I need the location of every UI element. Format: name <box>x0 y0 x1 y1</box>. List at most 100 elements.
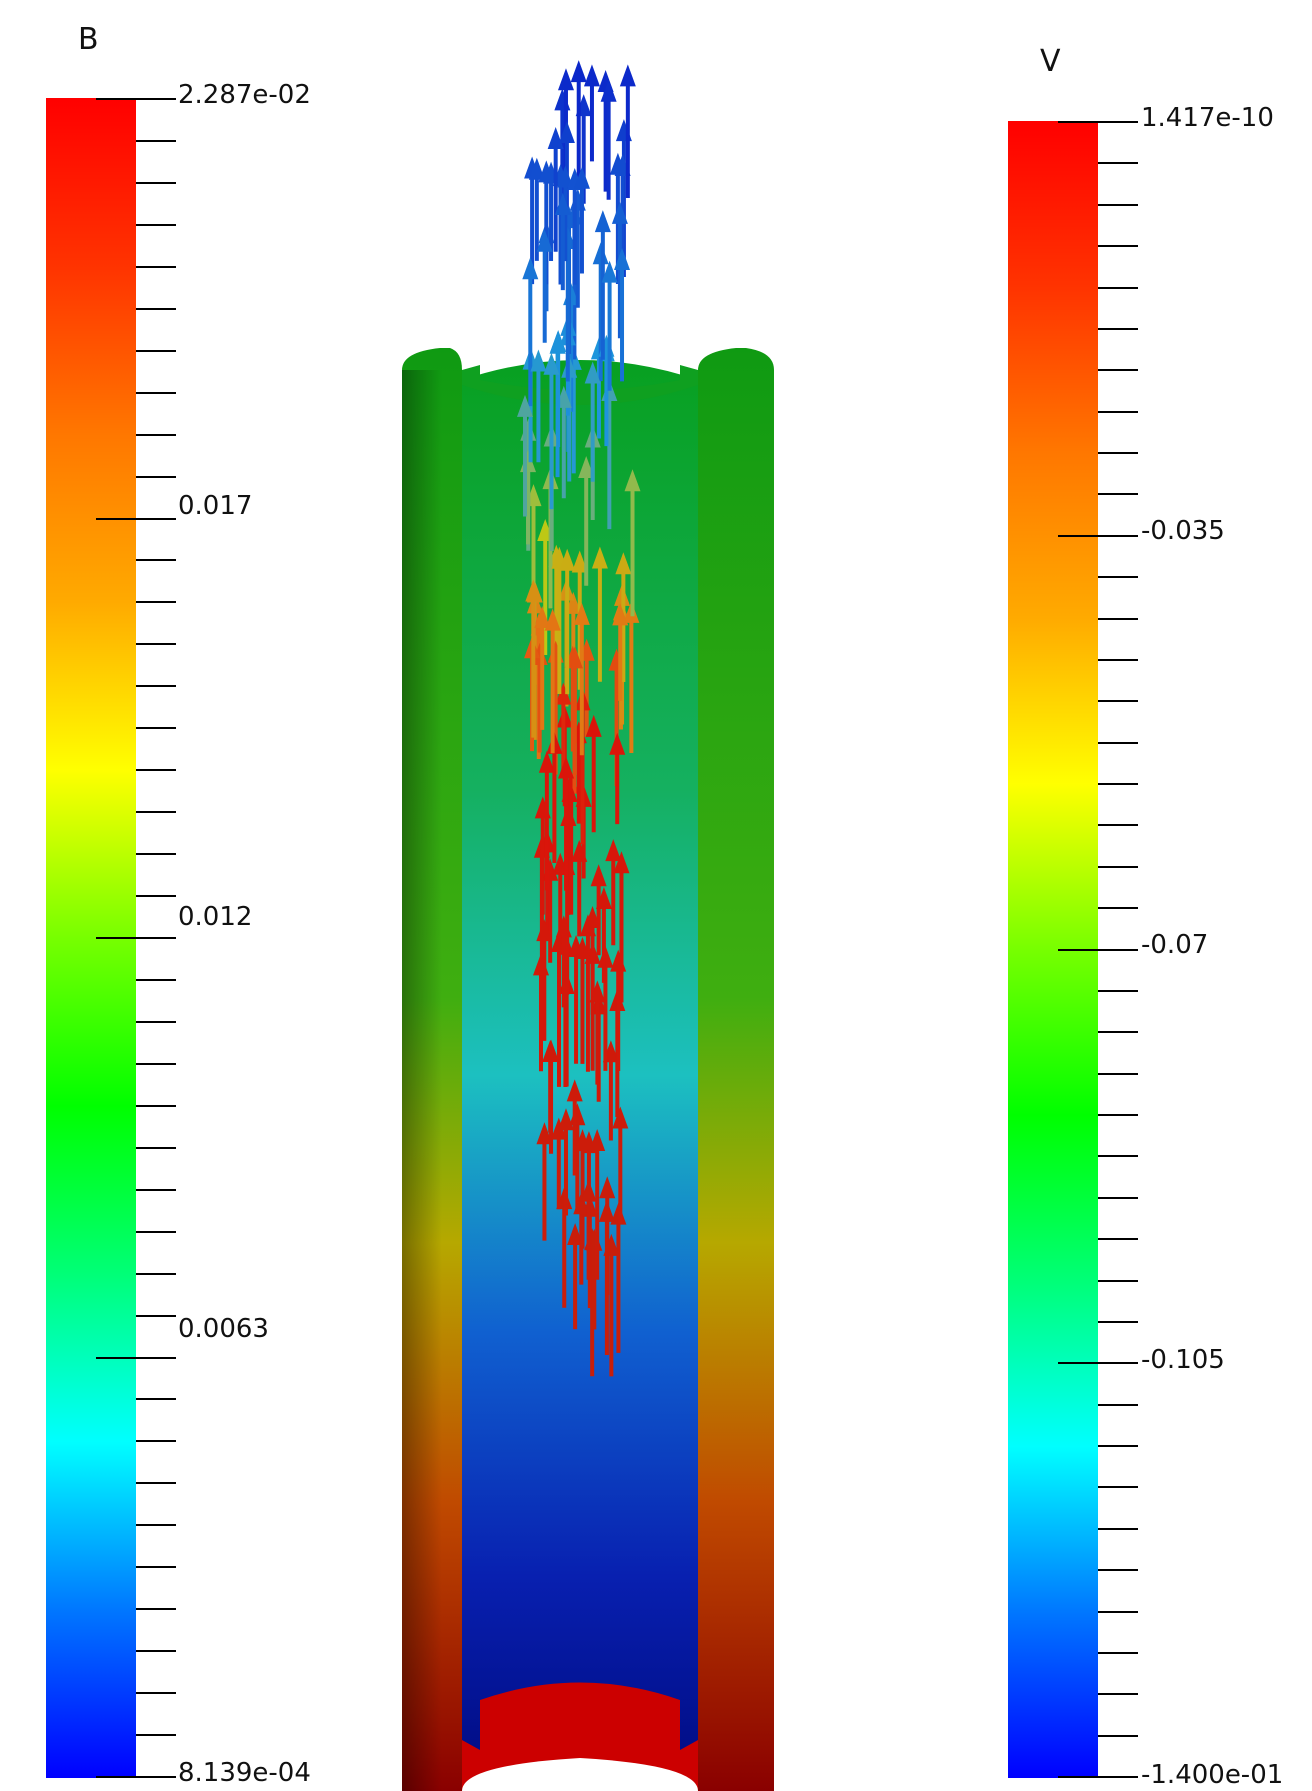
vector-arrow-head <box>525 579 542 602</box>
legend-b-min-label: 8.139e-04 <box>178 1758 311 1788</box>
legend-tick <box>136 853 176 856</box>
legend-tick <box>1098 452 1138 454</box>
legend-tick <box>136 1314 176 1317</box>
legend-tick <box>1098 1734 1138 1737</box>
legend-tick <box>136 433 176 436</box>
vector-arrow-head <box>612 603 629 626</box>
legend-tick <box>96 1356 176 1359</box>
legend-tick <box>1098 1569 1138 1572</box>
legend-tick <box>136 1188 176 1191</box>
tube-shading <box>402 370 442 1791</box>
legend-tick <box>1098 369 1138 372</box>
legend-tick <box>136 1272 176 1275</box>
vector-arrow-head <box>573 166 590 189</box>
vector-arrow-head <box>589 1129 606 1152</box>
tube-inner-wall <box>462 360 698 1791</box>
legend-tick <box>1098 1651 1138 1654</box>
vector-arrow-head <box>536 1122 553 1145</box>
legend-tick <box>1058 121 1138 123</box>
legend-tick <box>1058 948 1138 951</box>
legend-tick <box>96 517 176 520</box>
legend-tick <box>136 223 176 226</box>
legend-tick <box>1098 824 1138 827</box>
legend-v-label-3: -0.105 <box>1141 1345 1225 1375</box>
legend-tick <box>136 307 176 310</box>
vector-arrow-head <box>567 1223 584 1246</box>
vector-arrow-head <box>585 714 602 737</box>
legend-tick <box>136 1524 176 1527</box>
legend-tick <box>136 475 176 478</box>
legend-tick <box>136 1230 176 1233</box>
vector-arrow-head <box>571 550 588 573</box>
legend-b-label-1: 0.017 <box>178 491 253 521</box>
legend-tick <box>136 978 176 981</box>
legend-tick <box>1058 534 1138 537</box>
legend-tick <box>136 727 176 730</box>
legend-tick <box>136 1566 176 1569</box>
vector-arrow-head <box>555 682 572 705</box>
legend-tick <box>1098 1031 1138 1034</box>
vector-arrow-head <box>590 864 607 887</box>
legend-tick <box>136 1104 176 1107</box>
vector-arrow-head <box>615 552 632 575</box>
vector-arrow-head <box>534 606 551 629</box>
vector-arrow-head <box>533 953 550 976</box>
vector-arrow-head <box>605 839 622 862</box>
legend-tick <box>136 643 176 646</box>
legend-v-title: V <box>1040 44 1061 79</box>
vector-arrow-head <box>580 1179 597 1202</box>
legend-tick <box>136 769 176 772</box>
vector-arrow-head <box>570 60 587 83</box>
legend-tick <box>136 1020 176 1023</box>
vector-arrow-head <box>558 756 575 779</box>
vector-arrow-head <box>557 68 574 91</box>
vector-arrow-head <box>599 1176 616 1199</box>
vector-arrow-head <box>566 1079 583 1102</box>
legend-tick <box>1098 1527 1138 1530</box>
legend-tick <box>1098 700 1138 703</box>
vector-arrow-head <box>557 165 574 188</box>
legend-tick <box>1098 203 1138 206</box>
legend-tick <box>1098 327 1138 330</box>
legend-tick <box>96 937 176 939</box>
vector-arrow-head <box>536 919 553 942</box>
vector-arrow-head <box>554 192 571 215</box>
legend-tick <box>1098 1403 1138 1406</box>
vector-arrow-head <box>550 329 567 352</box>
vector-arrow-head <box>566 646 583 669</box>
vector-arrow-head <box>543 1039 560 1062</box>
legend-b-title: B <box>78 22 99 57</box>
vector-arrow-head <box>559 548 576 571</box>
legend-tick <box>1098 162 1138 165</box>
legend-tick <box>136 1692 176 1695</box>
legend-tick <box>136 1482 176 1485</box>
legend-b-label-3: 0.0063 <box>178 1314 269 1344</box>
legend-tick <box>1098 1320 1138 1323</box>
legend-tick <box>136 181 176 184</box>
vector-arrow-head <box>600 79 617 102</box>
vector-arrow-head <box>594 210 611 233</box>
legend-tick <box>136 1650 176 1653</box>
legend-tick <box>136 1734 176 1737</box>
legend-tick <box>136 1398 176 1401</box>
legend-tick <box>96 98 176 100</box>
legend-tick <box>1058 1362 1138 1365</box>
legend-tick <box>136 1062 176 1065</box>
legend-tick <box>1098 865 1138 868</box>
legend-tick <box>1098 1072 1138 1075</box>
legend-tick <box>136 685 176 688</box>
vector-arrow-head <box>544 608 561 631</box>
legend-tick <box>1098 658 1138 661</box>
vector-arrow-head <box>522 257 539 280</box>
legend-tick <box>96 1776 176 1778</box>
vector-arrow-head <box>591 546 608 569</box>
legend-tick <box>136 1146 176 1149</box>
vector-arrow-head <box>565 591 582 614</box>
vector-arrow-head <box>619 64 636 87</box>
legend-tick <box>136 559 176 562</box>
vector-arrows <box>517 60 641 1377</box>
tube-top-rim <box>462 365 698 405</box>
vector-arrow-head <box>578 455 595 478</box>
legend-v-label-1: -0.035 <box>1141 516 1225 546</box>
vector-arrow-head <box>517 394 534 417</box>
